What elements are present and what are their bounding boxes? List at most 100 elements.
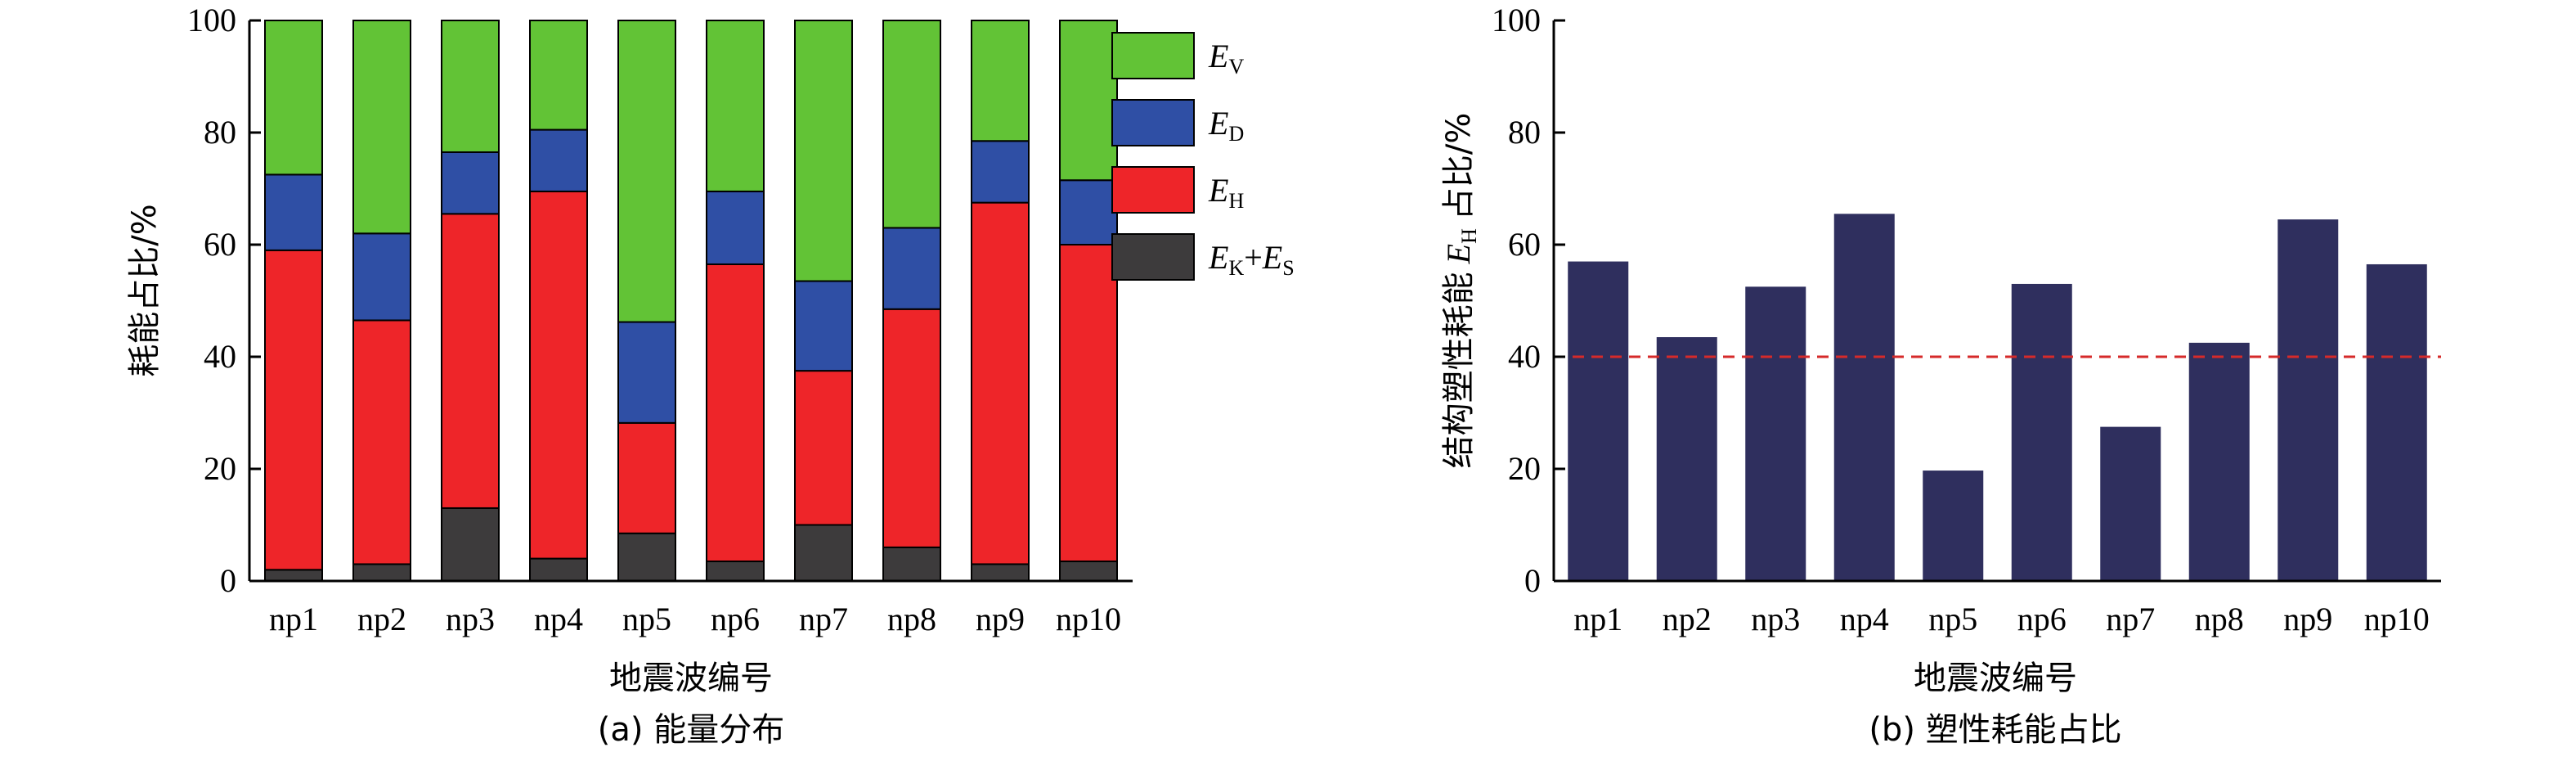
- chart-a-bar-e-d-np8: [882, 227, 941, 310]
- chart-b-y-axis-label: 结构塑性耗能EH占比/%: [1440, 113, 1481, 469]
- chart-b-y-tick-label: 40: [1508, 338, 1541, 375]
- chart-a-y-axis-label: 耗能占比/%: [126, 204, 164, 376]
- chart-b-x-tick-label: np4: [1840, 601, 1889, 637]
- chart-a-x-tick-label: np7: [799, 601, 848, 637]
- chart-a-legend-swatch: [1111, 166, 1195, 214]
- chart-b-x-tick-label: np2: [1663, 601, 1712, 637]
- chart-b-y-ticks: 0 20 40 60 80 100: [1492, 2, 1565, 599]
- chart-a-y-tick-label: 0: [220, 562, 236, 599]
- chart-a-bar-e-k-e-s-np1: [264, 569, 323, 582]
- chart-a-x-tick-label: np6: [711, 601, 760, 637]
- chart-a-bar-e-k-e-s-np2: [352, 563, 411, 583]
- chart-b-x-ticks: np1 np2 np3 np4 np5 np6 np7 np8 np9 np10: [1573, 601, 2430, 637]
- chart-a-x-tick-label: np3: [446, 601, 495, 637]
- chart-b-y-tick-label: 20: [1508, 450, 1541, 487]
- chart-a-y-tick-label: 80: [204, 114, 236, 151]
- chart-b-bar-np9: [2278, 219, 2339, 581]
- chart-a-bar-e-h-np5: [617, 421, 676, 534]
- chart-b-x-tick-label: np5: [1928, 601, 1977, 637]
- chart-a-x-tick-label: np8: [887, 601, 936, 637]
- chart-a-bar-e-d-np2: [352, 232, 411, 322]
- chart-b-axes: [1552, 20, 2441, 583]
- chart-a-legend-label: EH: [1208, 172, 1244, 213]
- chart-b-bar-np7: [2100, 426, 2161, 581]
- chart-b-x-tick-label: np6: [2017, 601, 2067, 637]
- chart-a-x-axis-label: 地震波编号: [609, 660, 773, 697]
- chart-a-bar-e-h-np10: [1059, 244, 1118, 563]
- chart-a-bar-e-v-np6: [706, 20, 765, 192]
- chart-a-bar-e-v-np8: [882, 20, 941, 229]
- chart-a-x-tick-label: np5: [622, 601, 671, 637]
- chart-a-bar-e-h-np2: [352, 319, 411, 565]
- chart-a-legend-label: EV: [1208, 38, 1244, 79]
- chart-b-y-tick-label: 100: [1492, 2, 1541, 38]
- chart-a-bar-e-k-e-s-np10: [1059, 561, 1118, 583]
- chart-b-bar-np5: [1923, 471, 1984, 581]
- chart-a-bar-e-d-np9: [971, 140, 1030, 204]
- chart-a-bar-e-k-e-s-np9: [971, 563, 1030, 583]
- chart-a-bar-e-d-np5: [617, 321, 676, 424]
- chart-a-bar-e-d-np10: [1059, 179, 1118, 246]
- chart-a-bar-e-k-e-s-np4: [529, 557, 588, 582]
- chart-a-bar-e-k-e-s-np6: [706, 561, 765, 583]
- chart-b-x-tick-label: np1: [1573, 601, 1622, 637]
- chart-a-bar-e-h-np7: [794, 370, 853, 526]
- chart-a-bar-e-h-np3: [441, 213, 500, 509]
- chart-a-x-tick-label: np10: [1056, 601, 1121, 637]
- chart-a-bar-e-k-e-s-np7: [794, 524, 853, 582]
- chart-a-legend-label: ED: [1208, 105, 1244, 146]
- chart-a-x-tick-label: np9: [976, 601, 1025, 637]
- chart-a-bar-e-v-np5: [617, 20, 676, 323]
- chart-a-bar-e-v-np10: [1059, 20, 1118, 182]
- chart-b-bar-np4: [1833, 214, 1895, 581]
- chart-a-bar-e-v-np9: [971, 20, 1030, 142]
- chart-a-bar-e-v-np1: [264, 20, 323, 176]
- chart-a-energy-distribution: 0 20 40 60 80 100 np1 np2 np3 np4 np5 np6 np7 np8 np9…: [126, 2, 1295, 749]
- chart-a-bar-e-h-np8: [882, 308, 941, 548]
- chart-b-bar-np10: [2366, 263, 2427, 581]
- chart-a-legend-swatch: [1111, 233, 1195, 281]
- chart-a-bar-e-h-np4: [529, 190, 588, 560]
- chart-a-y-tick-label: 100: [187, 2, 236, 38]
- chart-a-y-ticks: 0 20 40 60 80 100: [187, 2, 261, 599]
- chart-a-bar-e-k-e-s-np3: [441, 507, 500, 583]
- chart-b-x-tick-label: np3: [1751, 601, 1800, 637]
- chart-a-y-tick-label: 20: [204, 450, 236, 487]
- chart-a-bar-e-v-np3: [441, 20, 500, 153]
- chart-a-legend: EV ED EH EK+ES: [1111, 32, 1295, 281]
- chart-a-bar-e-d-np7: [794, 280, 853, 372]
- chart-a-x-ticks: np1 np2 np3 np4 np5 np6 np7 np8 np9 np10: [269, 601, 1121, 637]
- chart-b-y-tick-label: 60: [1508, 226, 1541, 263]
- chart-a-bar-e-d-np6: [706, 190, 765, 265]
- chart-a-bar-e-h-np6: [706, 263, 765, 563]
- chart-b-bar-np2: [1656, 337, 1717, 581]
- chart-a-bar-e-k-e-s-np8: [882, 546, 941, 583]
- chart-a-x-tick-label: np4: [534, 601, 583, 637]
- chart-a-legend-swatch: [1111, 99, 1195, 146]
- chart-a-bar-e-d-np4: [529, 128, 588, 192]
- chart-b-bars: [1568, 214, 2427, 581]
- chart-b-caption: (b) 塑性耗能占比: [1869, 711, 2121, 749]
- chart-a-bar-e-v-np4: [529, 20, 588, 131]
- chart-a-x-tick-label: np2: [357, 601, 406, 637]
- chart-a-bar-e-v-np2: [352, 20, 411, 235]
- chart-a-bars: [264, 20, 1118, 583]
- chart-b-y-tick-label: 0: [1524, 562, 1541, 599]
- chart-a-caption: (a) 能量分布: [598, 711, 784, 749]
- chart-b-y-tick-label: 80: [1508, 114, 1541, 151]
- chart-b-x-axis-label: 地震波编号: [1914, 660, 2077, 697]
- chart-b-x-tick-label: np8: [2195, 601, 2244, 637]
- chart-b-bar-np8: [2188, 342, 2250, 581]
- chart-b-x-tick-label: np9: [2283, 601, 2332, 637]
- chart-a-x-tick-label: np1: [269, 601, 318, 637]
- chart-a-legend-swatch: [1111, 32, 1195, 79]
- chart-a-bar-e-d-np3: [441, 151, 500, 215]
- chart-b-bar-np6: [2011, 283, 2072, 581]
- chart-b-bar-np3: [1745, 286, 1806, 581]
- chart-a-axes: [248, 20, 1133, 583]
- chart-a-y-tick-label: 40: [204, 338, 236, 375]
- chart-a-legend-label: EK+ES: [1208, 239, 1295, 280]
- chart-a-bar-e-h-np9: [971, 201, 1030, 565]
- chart-a-bar-e-k-e-s-np5: [617, 532, 676, 583]
